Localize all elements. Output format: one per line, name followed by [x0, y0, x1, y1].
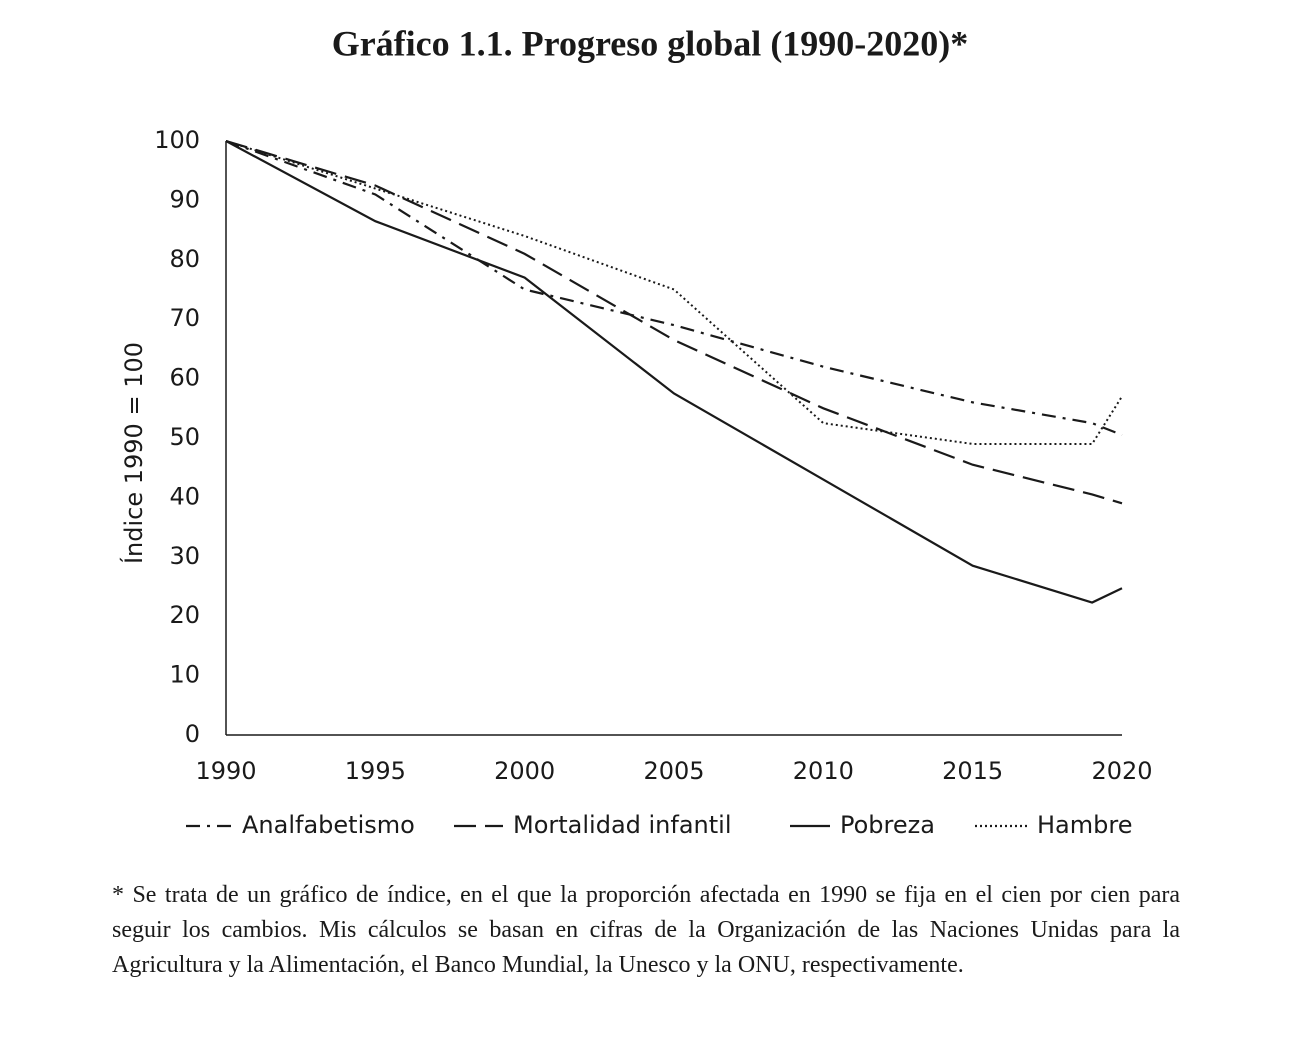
y-axis-label: Índice 1990 = 100: [119, 342, 148, 564]
x-tick-label: 2005: [643, 757, 704, 785]
legend-label: Analfabetismo: [242, 811, 415, 839]
line-series: [225, 139, 1123, 437]
footnote: * Se trata de un gráfico de índice, en e…: [112, 882, 1180, 978]
y-tick-label: 70: [169, 304, 200, 332]
line-series: [225, 139, 1123, 505]
legend-label: Mortalidad infantil: [513, 811, 732, 839]
x-tick-label: 2020: [1091, 757, 1152, 785]
y-tick-label: 100: [154, 126, 200, 154]
y-tick-label: 60: [169, 364, 200, 392]
y-tick-label: 0: [185, 720, 200, 748]
chart: Gráfico 1.1. Progreso global (1990-2020)…: [119, 23, 1153, 839]
x-tick-label: 2010: [793, 757, 854, 785]
line-series: [225, 140, 1123, 445]
x-tick-label: 1995: [345, 757, 406, 785]
y-tick-label: 50: [169, 423, 200, 451]
y-tick-label: 80: [169, 245, 200, 273]
x-tick-label: 2000: [494, 757, 555, 785]
chart-title: Gráfico 1.1. Progreso global (1990-2020)…: [332, 23, 969, 63]
y-tick-label: 40: [169, 482, 200, 510]
legend-label: Pobreza: [840, 811, 935, 839]
legend-label: Hambre: [1037, 811, 1132, 839]
y-tick-label: 30: [169, 542, 200, 570]
x-tick-label: 1990: [195, 757, 256, 785]
y-tick-label: 90: [169, 185, 200, 213]
y-tick-label: 20: [169, 601, 200, 629]
line-series: [225, 140, 1123, 604]
x-tick-label: 2015: [942, 757, 1003, 785]
y-tick-label: 10: [169, 661, 200, 689]
